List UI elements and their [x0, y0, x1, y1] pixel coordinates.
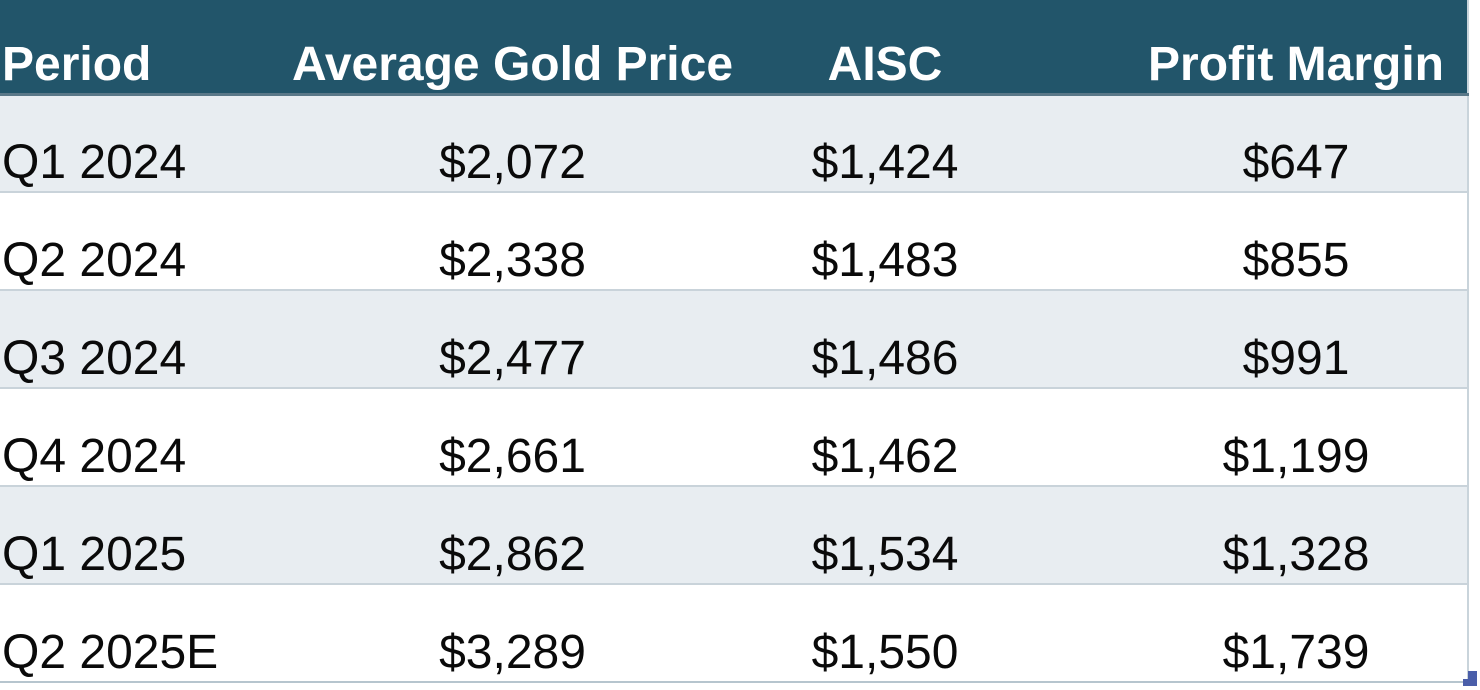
cell-period: Q4 2024	[0, 387, 285, 486]
cell-average-gold-price: $2,862	[285, 485, 740, 584]
cell-profit-margin: $1,739	[1030, 583, 1468, 682]
cell-aisc: $1,483	[740, 191, 1030, 290]
cell-period: Q1 2024	[0, 94, 285, 192]
cell-profit-margin: $855	[1030, 191, 1468, 290]
cell-aisc: $1,534	[740, 485, 1030, 584]
cell-period: Q1 2025	[0, 485, 285, 584]
table-row-q2-2024: Q2 2024 $2,338 $1,483 $855	[0, 191, 1468, 290]
cell-period: Q2 2024	[0, 191, 285, 290]
column-header-average-gold-price: Average Gold Price	[285, 0, 740, 96]
table-row-q1-2025: Q1 2025 $2,862 $1,534 $1,328	[0, 485, 1468, 584]
column-header-profit-margin: Profit Margin	[1030, 0, 1468, 96]
cell-average-gold-price: $2,477	[285, 289, 740, 388]
cell-profit-margin: $991	[1030, 289, 1468, 388]
cell-aisc: $1,424	[740, 94, 1030, 192]
cell-profit-margin: $1,328	[1030, 485, 1468, 584]
cell-average-gold-price: $2,072	[285, 94, 740, 192]
cell-profit-margin: $647	[1030, 94, 1468, 192]
header-row: Period Average Gold Price AISC Profit Ma…	[0, 0, 1468, 96]
table-row-q1-2024: Q1 2024 $2,072 $1,424 $647	[0, 94, 1468, 192]
cell-aisc: $1,550	[740, 583, 1030, 682]
table-resize-handle-icon[interactable]	[1463, 671, 1478, 686]
table-row-q3-2024: Q3 2024 $2,477 $1,486 $991	[0, 289, 1468, 388]
cell-average-gold-price: $2,338	[285, 191, 740, 290]
table-row-q2-2025e: Q2 2025E $3,289 $1,550 $1,739	[0, 583, 1468, 682]
cell-aisc: $1,486	[740, 289, 1030, 388]
column-header-aisc: AISC	[740, 0, 1030, 96]
cell-aisc: $1,462	[740, 387, 1030, 486]
cell-period: Q2 2025E	[0, 583, 285, 682]
column-header-period: Period	[0, 0, 285, 96]
cell-period: Q3 2024	[0, 289, 285, 388]
cell-average-gold-price: $2,661	[285, 387, 740, 486]
table-row-q4-2024: Q4 2024 $2,661 $1,462 $1,199	[0, 387, 1468, 486]
cell-average-gold-price: $3,289	[285, 583, 740, 682]
cell-profit-margin: $1,199	[1030, 387, 1468, 486]
